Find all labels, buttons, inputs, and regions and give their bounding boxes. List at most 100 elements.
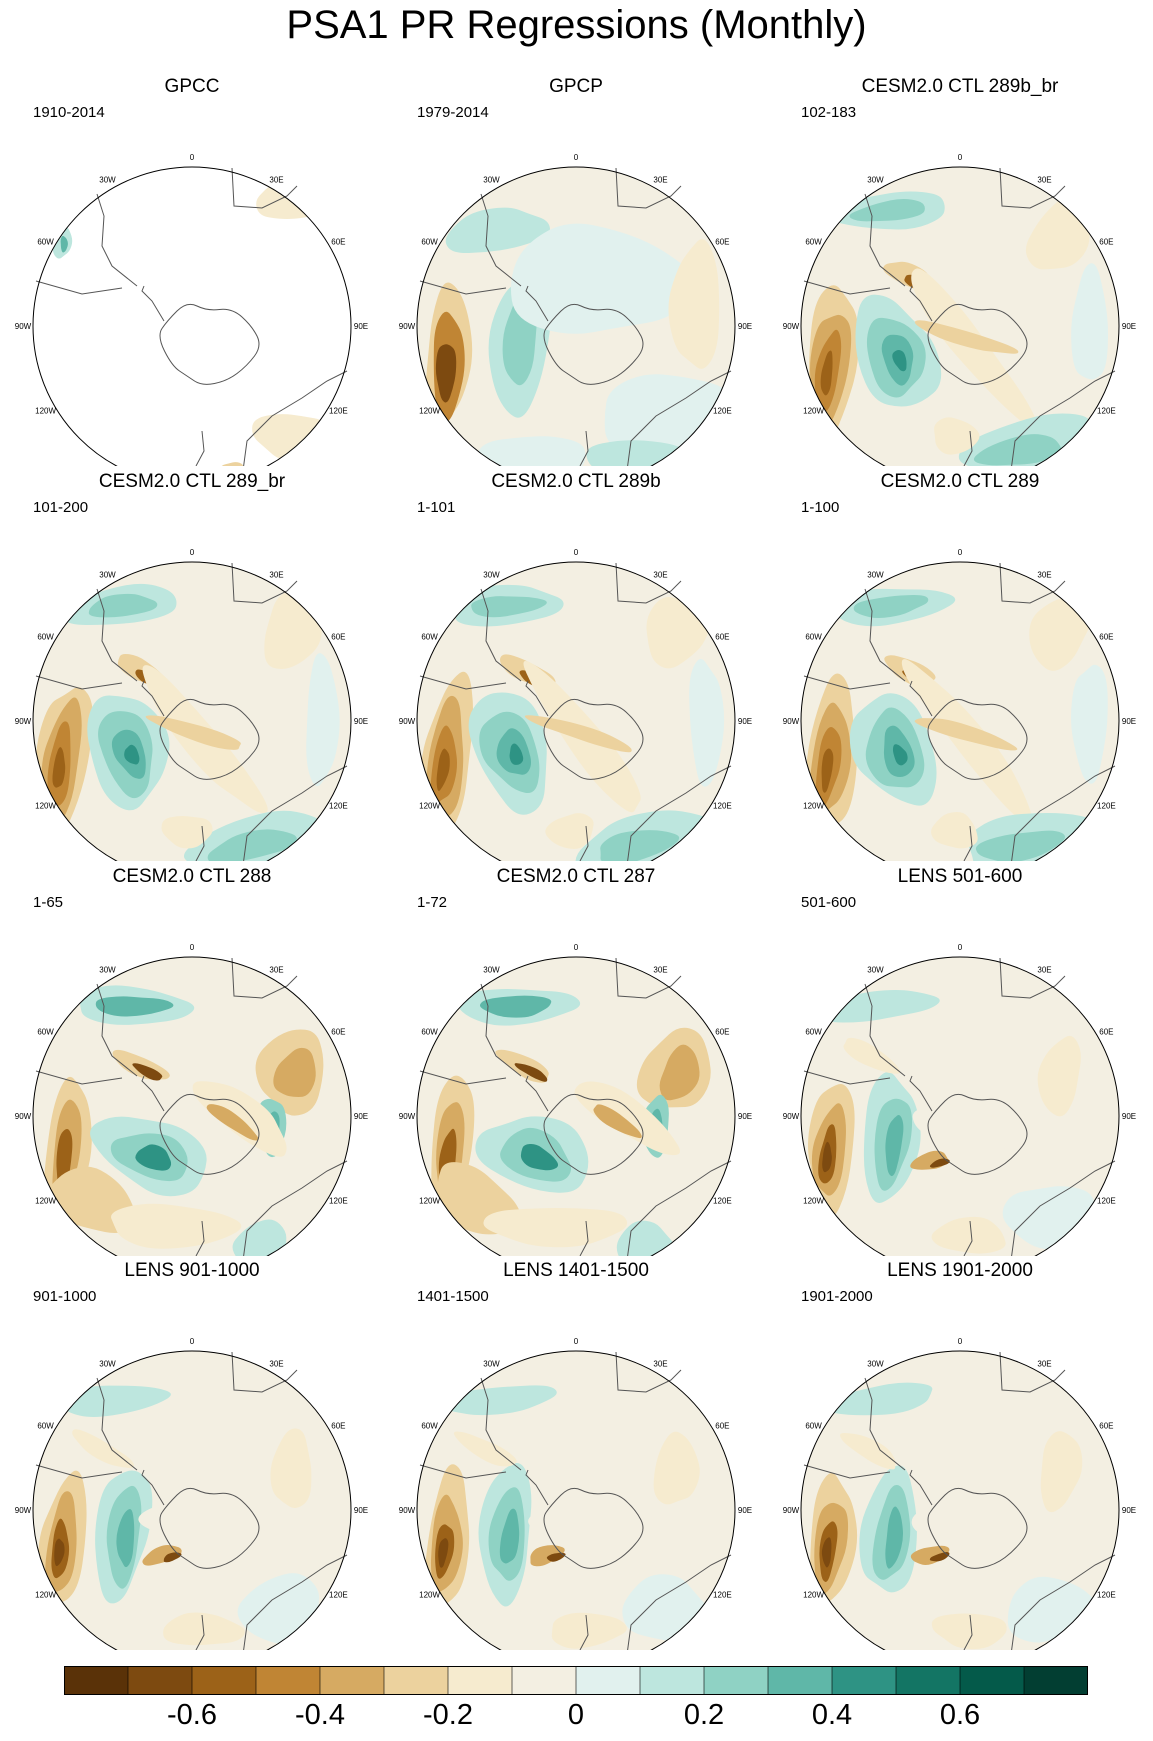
longitude-label: 60E	[715, 633, 729, 642]
contour-region	[839, 1432, 896, 1470]
polar-map: 030E60E90E120E150E180150W120W90W60W30W	[15, 548, 368, 861]
polar-map: 030E60E90E120E150E180150W120W90W60W30W	[399, 153, 752, 466]
longitude-label: 30E	[269, 1360, 283, 1369]
longitude-label: 60E	[715, 1028, 729, 1037]
longitude-label: 90E	[1122, 1112, 1136, 1121]
longitude-label: 120E	[1097, 802, 1116, 811]
coastlines	[419, 167, 732, 466]
contour-region	[1029, 595, 1093, 671]
panel-years: 102-183	[801, 104, 857, 121]
longitude-label: 60W	[805, 1422, 822, 1431]
map-boundary	[416, 166, 736, 466]
polar-map: 030E60E90E120E150E180150W120W90W60W30W	[15, 943, 368, 1256]
longitude-label: 120W	[419, 1591, 440, 1600]
longitude-label: 60E	[331, 633, 345, 642]
longitude-label: 0	[574, 548, 579, 557]
panel-years: 1-72	[417, 894, 448, 911]
longitude-label: 0	[574, 943, 579, 952]
longitude-label: 30E	[269, 966, 283, 975]
contour-region	[885, 1115, 904, 1177]
panel-years: 1901-2000	[801, 1288, 873, 1305]
map-panel: LENS 1901-2000030E60E90E120E150E180150W1…	[768, 1258, 1152, 1653]
polar-map: 030E60E90E120E150E180150W120W90W60W30W	[399, 548, 752, 861]
contour-region	[546, 1552, 566, 1562]
polar-map: 030E60E90E120E150E180150W120W90W60W30W	[15, 153, 368, 466]
contour-region	[478, 436, 586, 466]
longitude-label: 120E	[713, 407, 732, 416]
longitude-label: 120W	[803, 802, 824, 811]
contour-region	[132, 1063, 163, 1081]
colorbar-swatch	[448, 1666, 513, 1695]
longitude-label: 0	[190, 943, 195, 952]
longitude-label: 30E	[1037, 1360, 1051, 1369]
panel-years: 1401-1500	[417, 1288, 489, 1305]
map-panel: CESM2.0 CTL 289b_br030E60E90E120E150E180…	[768, 74, 1152, 469]
panel-title: CESM2.0 CTL 287	[496, 866, 656, 887]
longitude-label: 60W	[805, 1028, 822, 1037]
colorbar-tick-label: -0.6	[167, 1699, 217, 1731]
contour-region	[520, 1143, 559, 1171]
longitude-label: 60W	[421, 1028, 438, 1037]
contour-region	[892, 744, 908, 766]
contour-region	[111, 1203, 242, 1249]
contour-region	[1040, 1431, 1083, 1513]
contour-fill	[35, 583, 340, 861]
panel-years: 101-200	[33, 499, 89, 516]
longitude-label: 30W	[867, 176, 884, 185]
longitude-label: 30E	[1037, 571, 1051, 580]
longitude-label: 30W	[483, 571, 500, 580]
longitude-label: 60W	[421, 633, 438, 642]
contour-fill	[420, 584, 725, 861]
contour-region	[892, 350, 907, 372]
contour-fill	[805, 588, 1108, 861]
longitude-label: 60W	[805, 238, 822, 247]
longitude-label: 60W	[37, 1028, 54, 1037]
contour-region	[207, 829, 297, 861]
longitude-label: 120W	[803, 1591, 824, 1600]
longitude-label: 120W	[803, 407, 824, 416]
longitude-label: 90W	[399, 1506, 416, 1515]
longitude-label: 90W	[15, 1112, 32, 1121]
contour-region	[161, 816, 213, 849]
coastlines	[803, 1351, 1116, 1650]
map-panel: CESM2.0 CTL 289_br030E60E90E120E150E1801…	[0, 469, 384, 864]
polar-map: 030E60E90E120E150E180150W120W90W60W30W	[15, 1337, 368, 1650]
longitude-label: 60W	[37, 238, 54, 247]
contour-region	[545, 813, 594, 849]
longitude-label: 120W	[419, 407, 440, 416]
longitude-label: 90E	[1122, 322, 1136, 331]
longitude-label: 0	[958, 1337, 963, 1346]
coastlines	[35, 1351, 348, 1650]
contour-region	[843, 1037, 901, 1074]
contour-region	[822, 1141, 832, 1173]
coastlines	[35, 167, 348, 466]
contour-region	[483, 1207, 628, 1248]
panel-years: 1-100	[801, 499, 840, 516]
longitude-label: 30E	[653, 176, 667, 185]
panel-title: CESM2.0 CTL 289	[880, 471, 1040, 492]
longitude-label: 30E	[1037, 176, 1051, 185]
map-boundary	[416, 561, 736, 861]
colorbar-swatch	[1024, 1666, 1088, 1695]
contour-region	[668, 239, 720, 369]
panel-title: CESM2.0 CTL 289b	[491, 471, 661, 492]
contour-region	[163, 1612, 245, 1646]
contour-region	[931, 1216, 1006, 1254]
longitude-label: 30E	[1037, 966, 1051, 975]
contour-region	[270, 1428, 312, 1508]
longitude-label: 90E	[1122, 717, 1136, 726]
colorbar-tick-label: 0	[567, 1699, 585, 1731]
longitude-label: 30W	[483, 1360, 500, 1369]
longitude-label: 90E	[354, 322, 368, 331]
coastlines	[803, 562, 1116, 861]
longitude-label: 60E	[1099, 633, 1113, 642]
contour-fill	[38, 1385, 320, 1646]
contour-region	[914, 320, 1019, 354]
contour-region	[273, 1047, 316, 1097]
contour-region	[510, 223, 695, 334]
longitude-label: 120W	[35, 802, 56, 811]
longitude-label: 60W	[805, 633, 822, 642]
longitude-label: 90W	[783, 1112, 800, 1121]
map-boundary	[32, 166, 352, 466]
contour-region	[72, 1429, 135, 1469]
